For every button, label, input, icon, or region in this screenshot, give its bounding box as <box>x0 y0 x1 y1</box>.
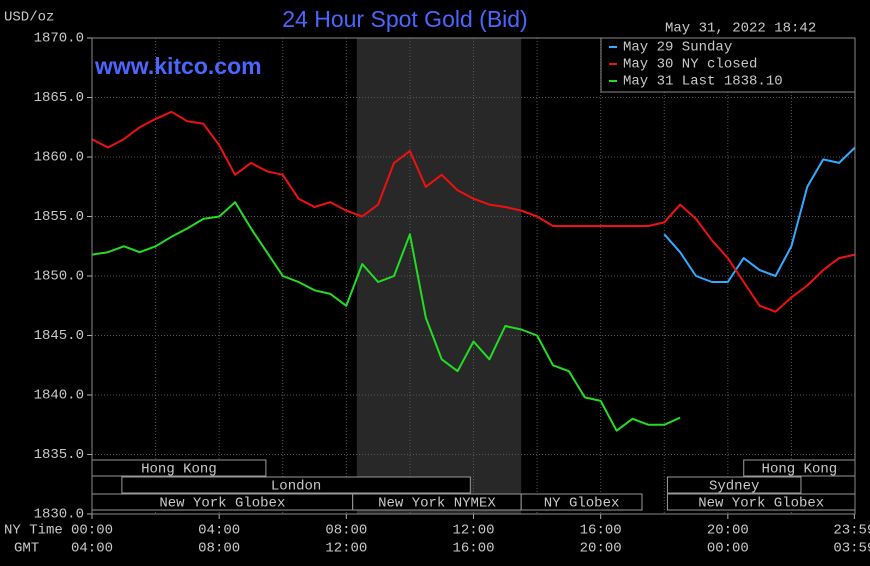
session-label: New York Globex <box>159 496 285 512</box>
y-tick-label: 1870.0 <box>34 31 84 47</box>
y-tick-label: 1835.0 <box>34 447 84 463</box>
session-label: London <box>271 479 321 495</box>
y-tick-label: 1840.0 <box>34 388 84 404</box>
watermark: www.kitco.com <box>94 53 262 79</box>
x2-tick-label: 00:00 <box>707 541 749 557</box>
legend-box <box>600 37 856 93</box>
x2-tick-label: 12:00 <box>325 541 367 557</box>
x-tick-label: 08:00 <box>325 523 367 539</box>
session-label: NY Globex <box>544 496 620 512</box>
x-axis-label: NY Time <box>4 523 63 539</box>
timestamp: May 31, 2022 18:42 <box>665 21 816 37</box>
y-tick-label: 1845.0 <box>34 328 84 344</box>
legend-label: May 29 Sunday <box>623 40 732 56</box>
series-line <box>663 146 856 283</box>
series-line <box>91 201 681 432</box>
x2-tick-label: 04:00 <box>71 541 113 557</box>
session-label: New York Globex <box>698 496 824 512</box>
x-tick-label: 12:00 <box>452 523 494 539</box>
session-label: Sydney <box>709 479 759 495</box>
y-tick-label: 1830.0 <box>34 507 84 523</box>
x2-tick-label: 03:59 <box>833 541 870 557</box>
y-tick-label: 1855.0 <box>34 209 84 225</box>
x2-tick-label: 08:00 <box>198 541 240 557</box>
y-tick-label: 1865.0 <box>34 90 84 106</box>
x-tick-label: 00:00 <box>71 523 113 539</box>
x-tick-label: 04:00 <box>198 523 240 539</box>
x-tick-label: 23:59 <box>833 523 870 539</box>
series-line <box>91 110 856 313</box>
chart-title: 24 Hour Spot Gold (Bid) <box>282 6 527 32</box>
plot-frame <box>91 37 856 515</box>
legend-label: May 31 Last 1838.10 <box>623 74 783 90</box>
x2-tick-label: 20:00 <box>580 541 622 557</box>
x-tick-label: 16:00 <box>580 523 622 539</box>
x2-axis-label: GMT <box>14 541 39 557</box>
session-box <box>666 476 802 494</box>
session-label: Hong Kong <box>762 462 838 478</box>
x-tick-label: 20:00 <box>707 523 749 539</box>
x2-tick-label: 16:00 <box>452 541 494 557</box>
session-label: Hong Kong <box>141 462 217 478</box>
legend-label: May 30 NY closed <box>623 57 757 73</box>
session-box <box>121 476 471 494</box>
unit-label: USD/oz <box>4 10 54 26</box>
y-tick-label: 1860.0 <box>34 150 84 166</box>
session-box <box>520 493 643 511</box>
shaded-session <box>356 38 522 514</box>
session-label: New York NYMEX <box>378 496 496 512</box>
y-tick-label: 1850.0 <box>34 269 84 285</box>
